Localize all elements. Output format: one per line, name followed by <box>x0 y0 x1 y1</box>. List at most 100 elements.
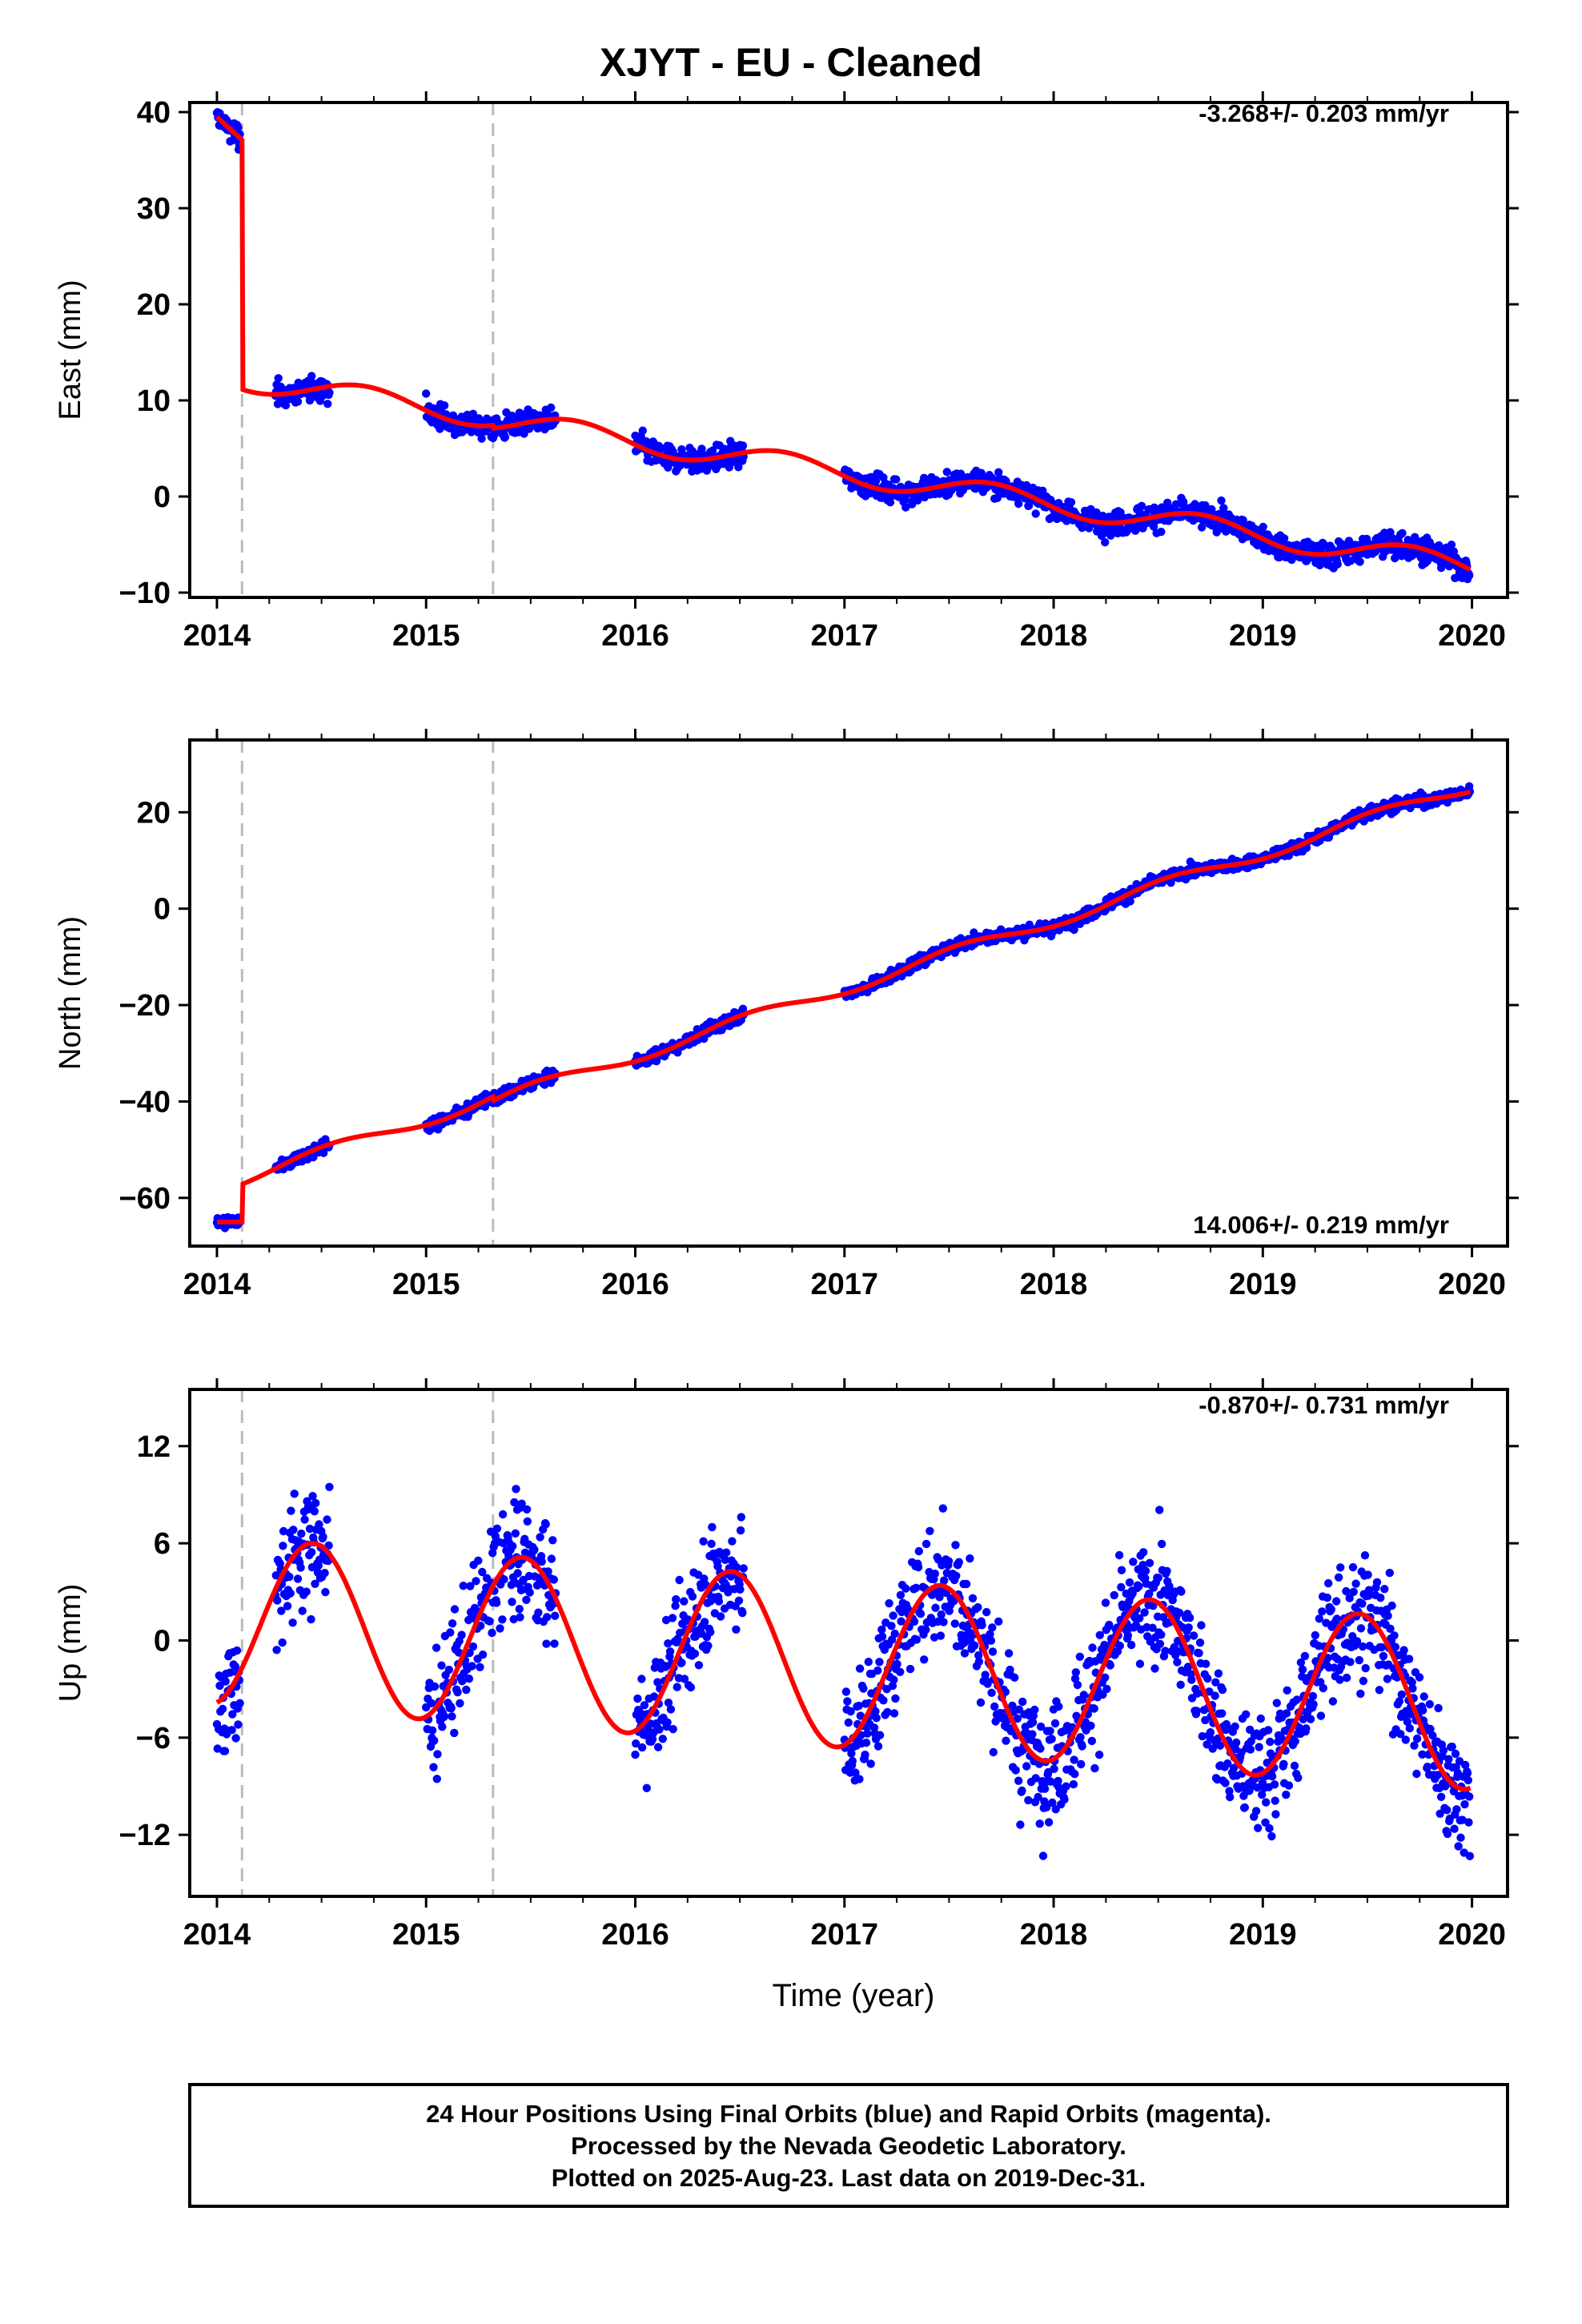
data-point <box>1279 534 1289 543</box>
data-point <box>642 1783 651 1792</box>
data-point <box>1346 1658 1355 1667</box>
data-point <box>1444 1755 1453 1763</box>
data-point <box>968 1594 978 1603</box>
plot-area <box>212 103 1474 597</box>
footer-line-1: 24 Hour Positions Using Final Orbits (bl… <box>426 2100 1271 2128</box>
data-point <box>714 1597 724 1606</box>
data-point <box>429 1763 438 1771</box>
plot-frame <box>188 1388 1509 1898</box>
x-tick-label: 2019 <box>1229 1268 1297 1301</box>
y-tick-label: 30 <box>137 192 171 226</box>
data-point <box>1348 1562 1358 1572</box>
data-point <box>508 1542 517 1550</box>
data-point <box>736 1526 745 1535</box>
x-tick-label: 2020 <box>1438 619 1506 653</box>
data-point <box>1226 1792 1235 1802</box>
y-tick-label: −6 <box>136 1722 171 1755</box>
data-point <box>728 1537 737 1546</box>
data-point <box>530 1545 539 1554</box>
data-point <box>1154 1574 1163 1582</box>
data-point <box>988 1647 998 1656</box>
data-point <box>1123 1631 1133 1640</box>
data-point <box>1115 1641 1125 1651</box>
data-point <box>680 1597 689 1606</box>
data-point <box>1022 1762 1031 1771</box>
data-point <box>462 1685 471 1695</box>
data-point <box>891 1694 900 1703</box>
data-point <box>974 1657 984 1667</box>
data-point <box>1018 1786 1026 1795</box>
data-point <box>1031 509 1040 518</box>
data-point <box>889 1611 897 1620</box>
data-point <box>1155 1639 1165 1648</box>
data-point <box>877 1632 887 1641</box>
data-point <box>1087 1736 1097 1746</box>
plot-frame <box>188 101 1509 599</box>
data-point <box>954 1558 964 1566</box>
data-point <box>1454 1842 1463 1851</box>
data-point <box>232 1646 242 1655</box>
data-point <box>1256 1714 1266 1723</box>
data-point <box>638 426 647 435</box>
y-tick-label: −20 <box>119 989 171 1023</box>
data-point <box>1306 1715 1315 1723</box>
x-tick-label: 2014 <box>183 619 251 653</box>
data-point <box>1271 1796 1279 1805</box>
data-point <box>472 1577 480 1586</box>
data-point <box>1465 1792 1474 1801</box>
data-point <box>912 1635 921 1644</box>
data-point <box>447 1703 456 1713</box>
rate-text: -3.268+/- 0.203 mm/yr <box>1199 99 1449 127</box>
data-point <box>914 1546 924 1556</box>
data-point <box>323 400 332 408</box>
data-point <box>1126 897 1134 906</box>
data-point <box>1035 1819 1044 1828</box>
data-point <box>289 1526 298 1534</box>
x-tick-label: 2015 <box>392 1268 460 1301</box>
data-point <box>1145 1558 1154 1568</box>
data-point <box>974 1602 982 1612</box>
data-point <box>1197 523 1207 532</box>
data-point <box>901 503 910 512</box>
data-point <box>1372 1578 1382 1587</box>
data-point <box>889 1709 899 1718</box>
data-point <box>1464 1818 1473 1827</box>
data-point <box>1201 1659 1211 1668</box>
data-point <box>952 1571 961 1581</box>
data-point <box>875 1731 885 1739</box>
data-point <box>1077 1759 1086 1769</box>
data-point <box>1356 1624 1366 1633</box>
data-point <box>1267 1772 1277 1781</box>
data-point <box>307 1614 315 1624</box>
data-point <box>1139 1548 1148 1557</box>
x-tick-label: 2017 <box>811 619 879 653</box>
y-axis-label: East (mm) <box>54 279 87 420</box>
data-point <box>1333 560 1342 569</box>
data-point <box>1452 1805 1461 1814</box>
data-point <box>1302 1724 1311 1733</box>
data-point <box>1150 1664 1159 1673</box>
model-curve <box>215 115 1472 572</box>
data-point <box>1176 1680 1185 1689</box>
data-point <box>1399 1646 1408 1655</box>
rate-text: 14.006+/- 0.219 mm/yr <box>1193 1211 1449 1239</box>
data-point <box>234 123 243 132</box>
data-point <box>302 1587 311 1596</box>
data-point <box>1086 1721 1095 1731</box>
y-tick-label: 10 <box>137 384 171 418</box>
data-point <box>1385 1568 1395 1578</box>
data-point <box>464 1675 474 1683</box>
data-point <box>541 1520 550 1529</box>
data-point <box>1291 1737 1299 1746</box>
data-point <box>1044 1818 1054 1827</box>
data-point <box>739 1564 748 1573</box>
data-point <box>655 1725 664 1734</box>
data-point <box>1308 1691 1318 1701</box>
data-point <box>990 1702 999 1711</box>
data-point <box>1332 1614 1342 1623</box>
data-point <box>1404 1655 1414 1663</box>
data-point <box>896 1590 905 1600</box>
data-point <box>1443 1806 1452 1815</box>
data-point <box>297 1529 306 1538</box>
data-point <box>522 1595 531 1605</box>
